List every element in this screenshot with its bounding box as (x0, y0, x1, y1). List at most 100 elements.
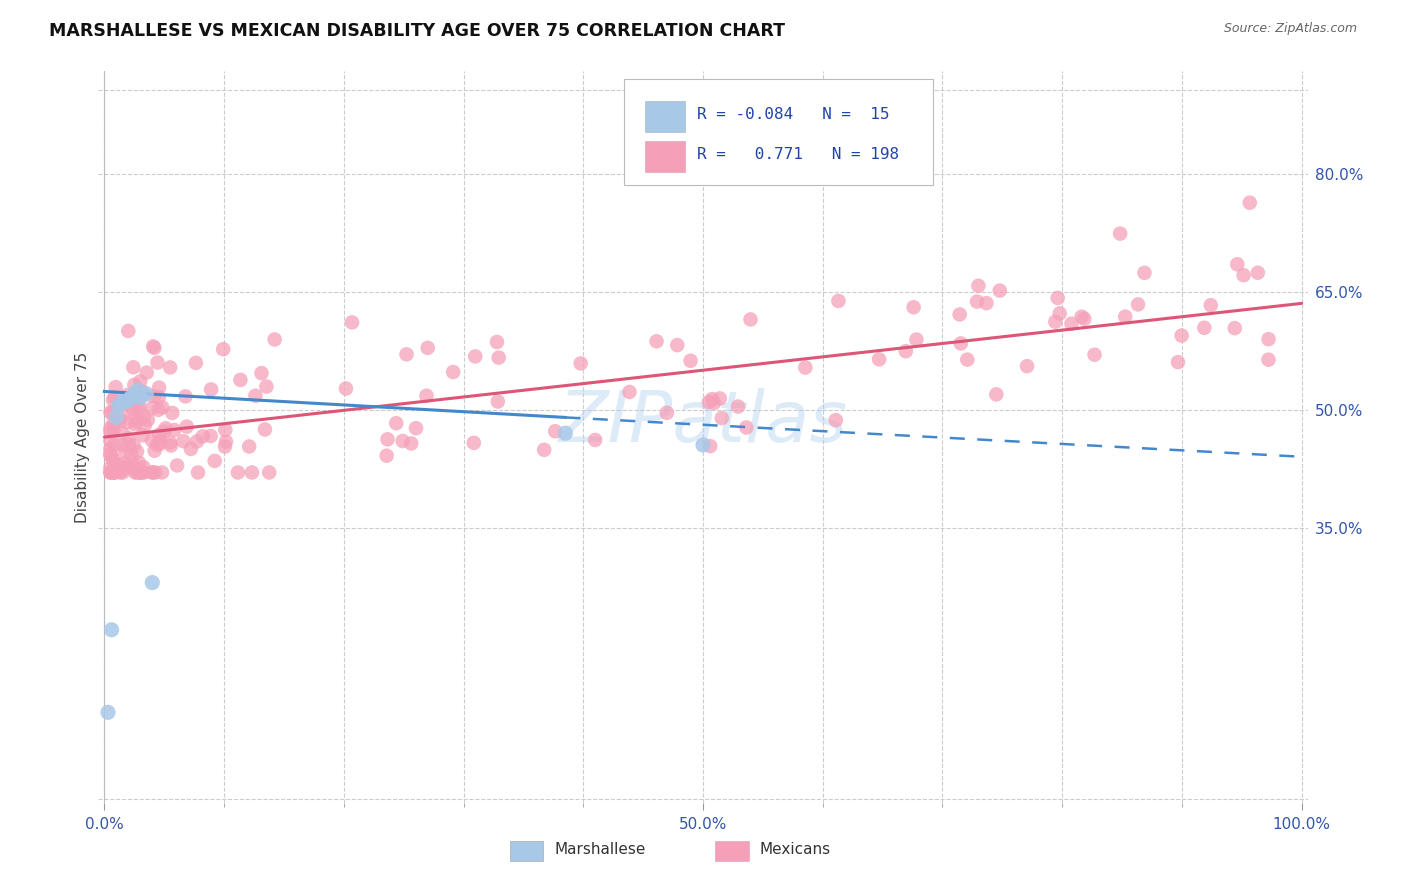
Point (136, 413, 159, 427)
Point (464, 350, 486, 364)
Point (128, 400, 150, 414)
Point (1167, 355, 1189, 369)
Point (824, 413, 846, 427)
Point (1060, 317, 1083, 331)
Point (108, 458, 131, 472)
Point (710, 411, 733, 425)
Point (214, 440, 236, 454)
Point (240, 466, 263, 480)
Point (250, 366, 273, 380)
Point (399, 436, 422, 450)
Point (101, 406, 124, 420)
Point (212, 342, 235, 356)
Point (100, 623, 122, 637)
Point (100, 448, 122, 462)
Point (101, 451, 124, 466)
Point (988, 284, 1011, 298)
FancyBboxPatch shape (645, 141, 685, 171)
Point (134, 418, 156, 433)
Point (740, 312, 762, 326)
Point (395, 347, 418, 361)
Point (148, 381, 170, 395)
Point (149, 437, 172, 451)
Point (104, 466, 127, 480)
Point (104, 466, 127, 480)
Point (103, 417, 125, 431)
Point (153, 425, 176, 439)
Point (441, 365, 464, 379)
Point (142, 466, 165, 480)
Point (100, 466, 122, 480)
Point (949, 308, 972, 322)
Point (122, 438, 145, 452)
Point (111, 462, 134, 476)
Point (1109, 227, 1132, 241)
Point (1049, 306, 1071, 320)
Point (956, 352, 979, 367)
Point (709, 392, 731, 406)
Point (125, 415, 148, 429)
Point (1239, 195, 1261, 210)
Point (115, 394, 138, 409)
Point (122, 360, 145, 375)
Point (143, 466, 166, 480)
Point (1114, 310, 1136, 324)
Text: R = -0.084   N =  15: R = -0.084 N = 15 (697, 107, 890, 122)
Point (117, 324, 139, 338)
Point (204, 454, 226, 468)
Point (385, 416, 408, 430)
Point (114, 444, 136, 458)
Point (131, 428, 153, 442)
Point (110, 414, 132, 428)
Point (976, 296, 998, 310)
Y-axis label: Disability Age Over 75: Disability Age Over 75 (75, 351, 90, 523)
Point (160, 438, 183, 452)
Point (1194, 320, 1216, 334)
Point (124, 377, 146, 392)
Point (104, 405, 127, 419)
Point (679, 353, 702, 368)
Point (905, 333, 928, 347)
Point (148, 390, 170, 404)
Text: R =   0.771   N = 198: R = 0.771 N = 198 (697, 146, 898, 161)
Point (104, 380, 127, 394)
Point (111, 466, 134, 480)
FancyBboxPatch shape (645, 102, 685, 132)
Point (966, 294, 988, 309)
FancyBboxPatch shape (716, 841, 749, 862)
Point (253, 422, 276, 436)
Point (134, 466, 156, 480)
Point (124, 387, 146, 401)
FancyBboxPatch shape (624, 78, 932, 185)
Point (100, 425, 122, 439)
Point (118, 437, 141, 451)
Point (115, 394, 138, 409)
Point (254, 379, 277, 393)
Point (141, 466, 163, 480)
Point (97, 706, 120, 720)
Point (200, 383, 222, 397)
Point (115, 416, 138, 430)
Point (405, 421, 427, 435)
Point (986, 387, 1008, 401)
Point (124, 466, 146, 480)
Point (111, 408, 134, 422)
Point (111, 461, 134, 475)
Point (645, 334, 668, 349)
Point (111, 394, 134, 409)
Point (100, 434, 122, 448)
Point (162, 406, 184, 420)
Point (104, 437, 127, 451)
Point (1015, 359, 1038, 373)
Point (569, 356, 592, 370)
Point (697, 395, 720, 409)
Point (121, 401, 143, 416)
Text: MARSHALLESE VS MEXICAN DISABILITY AGE OVER 75 CORRELATION CHART: MARSHALLESE VS MEXICAN DISABILITY AGE OV… (49, 22, 785, 40)
Point (111, 426, 134, 441)
Point (128, 456, 150, 470)
Point (129, 375, 152, 389)
Point (149, 434, 172, 449)
Point (128, 402, 150, 417)
Point (129, 466, 152, 480)
Point (120, 391, 142, 405)
